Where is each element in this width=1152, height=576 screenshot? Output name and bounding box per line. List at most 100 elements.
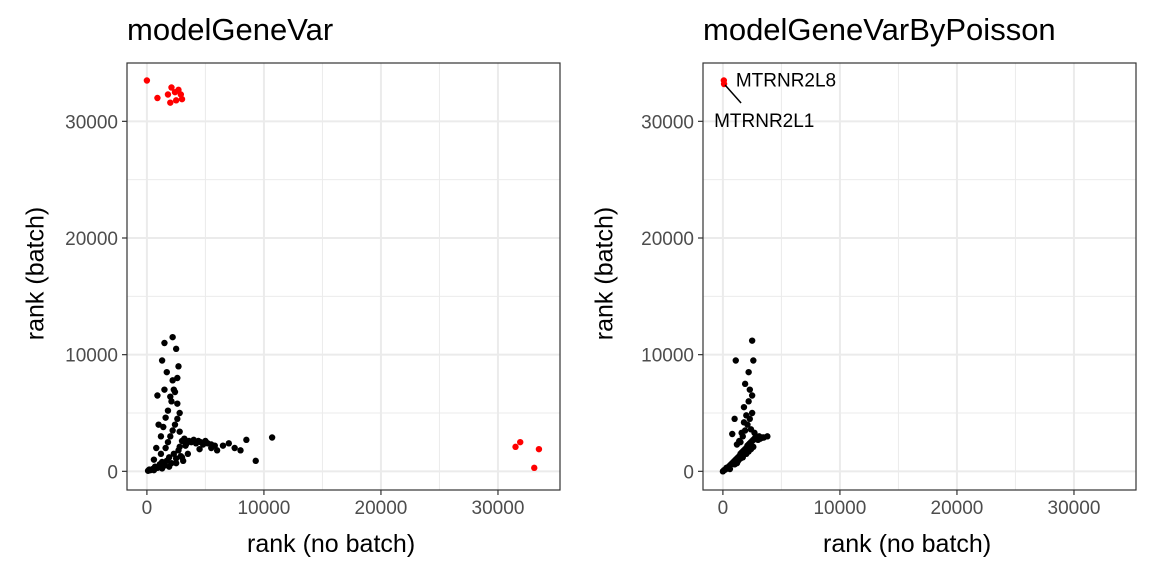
data-point	[741, 404, 747, 410]
data-point	[151, 467, 157, 473]
data-point	[253, 458, 259, 464]
data-point	[731, 416, 737, 422]
data-point	[176, 410, 182, 416]
data-point	[243, 437, 249, 443]
data-point	[176, 444, 182, 450]
data-point	[167, 393, 173, 399]
y-tick-label: 10000	[65, 346, 118, 367]
highlighted-point	[173, 97, 179, 103]
data-point	[743, 412, 749, 418]
plot-border	[127, 63, 560, 490]
data-point	[733, 357, 739, 363]
x-tick-label: 10000	[813, 498, 866, 519]
data-point	[169, 334, 175, 340]
x-tick-label: 10000	[237, 498, 290, 519]
y-tick-label: 0	[683, 462, 694, 483]
data-point	[173, 346, 179, 352]
y-tick-label: 20000	[641, 229, 694, 250]
data-point	[759, 434, 765, 440]
data-point	[154, 392, 160, 398]
data-point	[226, 440, 232, 446]
x-tick-label: 20000	[355, 498, 408, 519]
y-tick-label: 0	[107, 462, 118, 483]
x-tick-label: 30000	[472, 498, 525, 519]
data-point	[745, 398, 751, 404]
data-point	[747, 386, 753, 392]
right-chart-panel: MTRNR2L8 MTRNR2L1 0 10000 20000 30000 0 10000 20…	[576, 0, 1152, 576]
data-point	[164, 369, 170, 375]
data-point	[750, 357, 756, 363]
right-y-axis-label: rank (batch)	[591, 194, 620, 354]
data-point	[169, 427, 175, 433]
y-tick-label: 30000	[65, 112, 118, 133]
data-point	[750, 444, 756, 450]
data-point	[741, 419, 747, 425]
data-point	[167, 433, 173, 439]
x-tick-label: 0	[718, 498, 729, 519]
data-point	[158, 451, 164, 457]
highlighted-point	[154, 95, 160, 101]
x-tick-label: 20000	[931, 498, 984, 519]
data-point	[214, 447, 220, 453]
y-tick-label: 10000	[641, 346, 694, 367]
data-point	[172, 389, 178, 395]
data-point	[158, 433, 164, 439]
data-point	[736, 438, 742, 444]
data-point	[159, 465, 165, 471]
data-point	[153, 445, 159, 451]
data-point	[174, 416, 180, 422]
highlighted-point	[167, 99, 173, 105]
right-plot-canvas: MTRNR2L8 MTRNR2L1 0 10000 20000 30000 0 10000 20…	[576, 0, 1152, 576]
highlighted-point	[165, 91, 171, 97]
data-point	[196, 446, 202, 452]
y-tick-label: 30000	[641, 112, 694, 133]
highlighted-point	[512, 444, 518, 450]
y-tick-label: 20000	[65, 229, 118, 250]
data-point	[269, 434, 275, 440]
data-point	[161, 386, 167, 392]
left-x-axis-label: rank (no batch)	[247, 530, 415, 559]
right-x-axis-label: rank (no batch)	[823, 530, 991, 559]
data-point	[749, 410, 755, 416]
data-point	[729, 431, 735, 437]
highlighted-point	[517, 439, 523, 445]
data-point	[160, 424, 166, 430]
data-point	[161, 340, 167, 346]
gene-label: MTRNR2L1	[714, 111, 814, 132]
highlighted-point	[179, 96, 185, 102]
highlighted-point	[536, 446, 542, 452]
data-point	[749, 337, 755, 343]
right-chart-title: modelGeneVarByPoisson	[703, 12, 1056, 48]
data-point	[162, 445, 168, 451]
gene-label: MTRNR2L8	[736, 71, 836, 92]
data-point	[165, 407, 171, 413]
data-point	[745, 369, 751, 375]
data-point	[159, 357, 165, 363]
data-point	[220, 442, 226, 448]
data-point	[162, 414, 168, 420]
data-point	[172, 421, 178, 427]
x-tick-label: 0	[142, 498, 153, 519]
data-point	[179, 454, 185, 460]
data-point	[740, 454, 746, 460]
highlighted-point	[144, 77, 150, 83]
data-point	[166, 463, 172, 469]
data-point	[176, 428, 182, 434]
data-point	[165, 439, 171, 445]
data-point	[175, 363, 181, 369]
data-point	[208, 445, 214, 451]
data-point	[749, 392, 755, 398]
data-point	[174, 400, 180, 406]
left-chart-title: modelGeneVar	[127, 12, 333, 48]
left-y-axis-label: rank (batch)	[22, 194, 51, 354]
data-point	[727, 466, 733, 472]
data-point	[738, 430, 744, 436]
data-point	[185, 451, 191, 457]
data-point	[237, 447, 243, 453]
left-plot-canvas: 0 10000 20000 30000 0 10000 20000 30000	[0, 0, 576, 576]
left-chart-panel: 0 10000 20000 30000 0 10000 20000 30000 modelGe…	[0, 0, 576, 576]
highlighted-point	[531, 465, 537, 471]
data-point	[151, 456, 157, 462]
data-point	[173, 460, 179, 466]
data-point	[169, 377, 175, 383]
